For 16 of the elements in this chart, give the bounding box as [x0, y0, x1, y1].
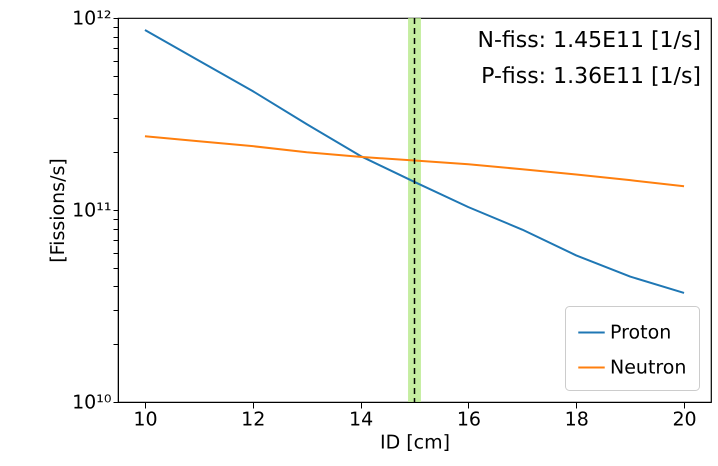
x-tick-label: 16 [456, 408, 482, 430]
annotation: P-fiss: 1.36E11 [1/s] [481, 64, 701, 89]
x-tick-label: 10 [133, 408, 158, 430]
y-axis-title: [Fissions/s] [47, 158, 70, 263]
legend-label: Proton [610, 322, 672, 344]
annotation: N-fiss: 1.45E11 [1/s] [478, 28, 701, 53]
line-series [144, 135, 686, 188]
y-tick-label: 10¹¹ [72, 200, 112, 222]
y-tick-label: 10¹⁰ [72, 392, 112, 414]
x-tick-label: 12 [241, 408, 266, 430]
x-axis-title: ID [cm] [380, 432, 450, 454]
legend-label: Neutron [610, 356, 686, 378]
x-tick-label: 20 [672, 408, 697, 430]
x-tick-label: 18 [564, 408, 589, 430]
y-tick-label: 10¹² [72, 8, 112, 30]
x-tick-label: 14 [348, 408, 374, 430]
